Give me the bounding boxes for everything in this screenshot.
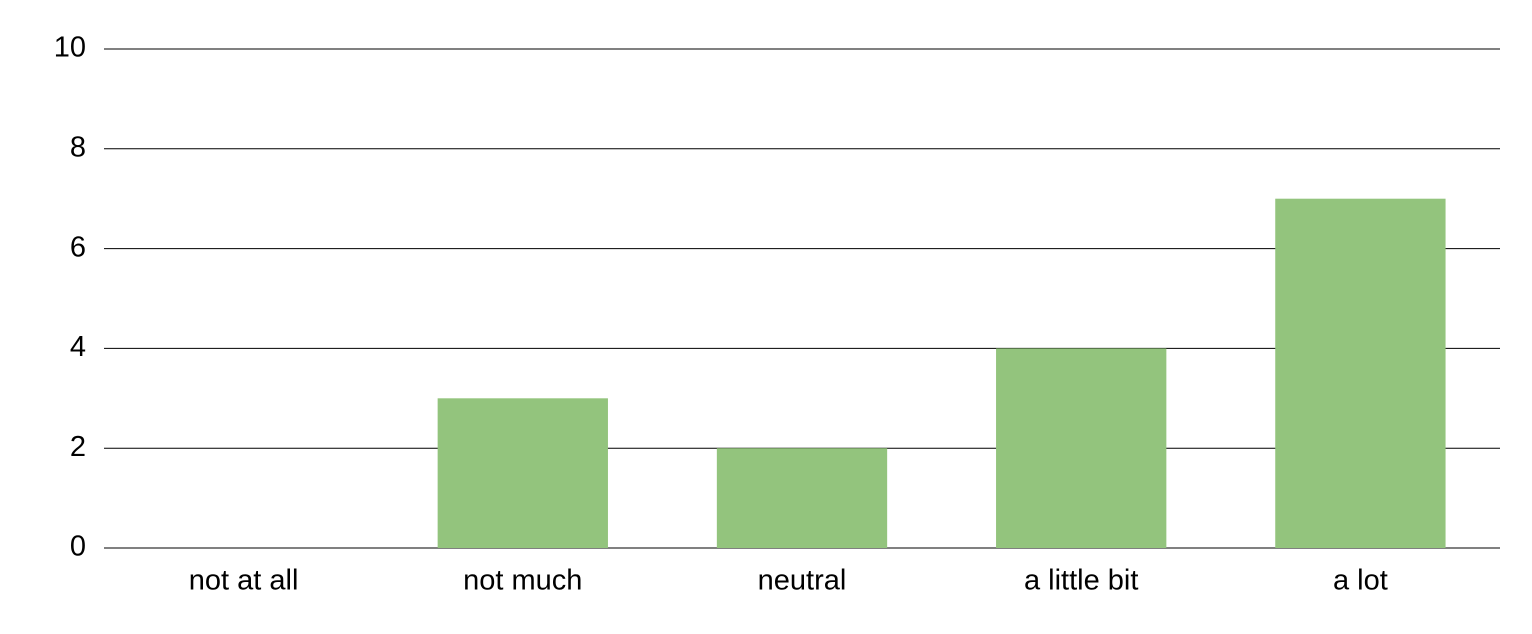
y-tick-label: 8 [70,131,86,163]
x-tick-label: not much [463,565,582,597]
bar [996,348,1167,548]
y-tick-label: 0 [70,531,86,563]
y-tick-label: 10 [54,32,86,64]
y-tick-label: 6 [70,231,86,263]
bar [1275,198,1446,548]
x-tick-label: a little bit [1024,565,1138,597]
y-tick-label: 2 [70,431,86,463]
x-tick-label: not at all [189,565,299,597]
bar [716,448,888,548]
y-tick-label: 4 [70,331,86,363]
x-tick-label: a lot [1333,565,1388,597]
bar [437,398,608,548]
x-tick-label: neutral [758,565,847,597]
